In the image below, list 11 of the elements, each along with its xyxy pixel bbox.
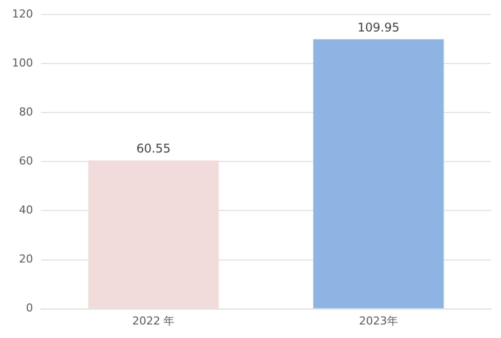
y-tick-label: 60	[18, 154, 33, 168]
y-tick-label: 120	[12, 7, 33, 20]
x-tick-label: 2023年	[359, 314, 398, 328]
x-tick-label: 2022 年	[132, 314, 175, 328]
data-label: 109.95	[358, 20, 400, 34]
y-tick-label: 100	[12, 56, 33, 70]
y-tick-label: 80	[18, 106, 33, 119]
y-tick-label: 20	[18, 252, 33, 266]
y-tick-label: 40	[18, 204, 33, 217]
y-tick-label: 0	[26, 302, 33, 315]
data-label: 60.55	[136, 141, 171, 156]
